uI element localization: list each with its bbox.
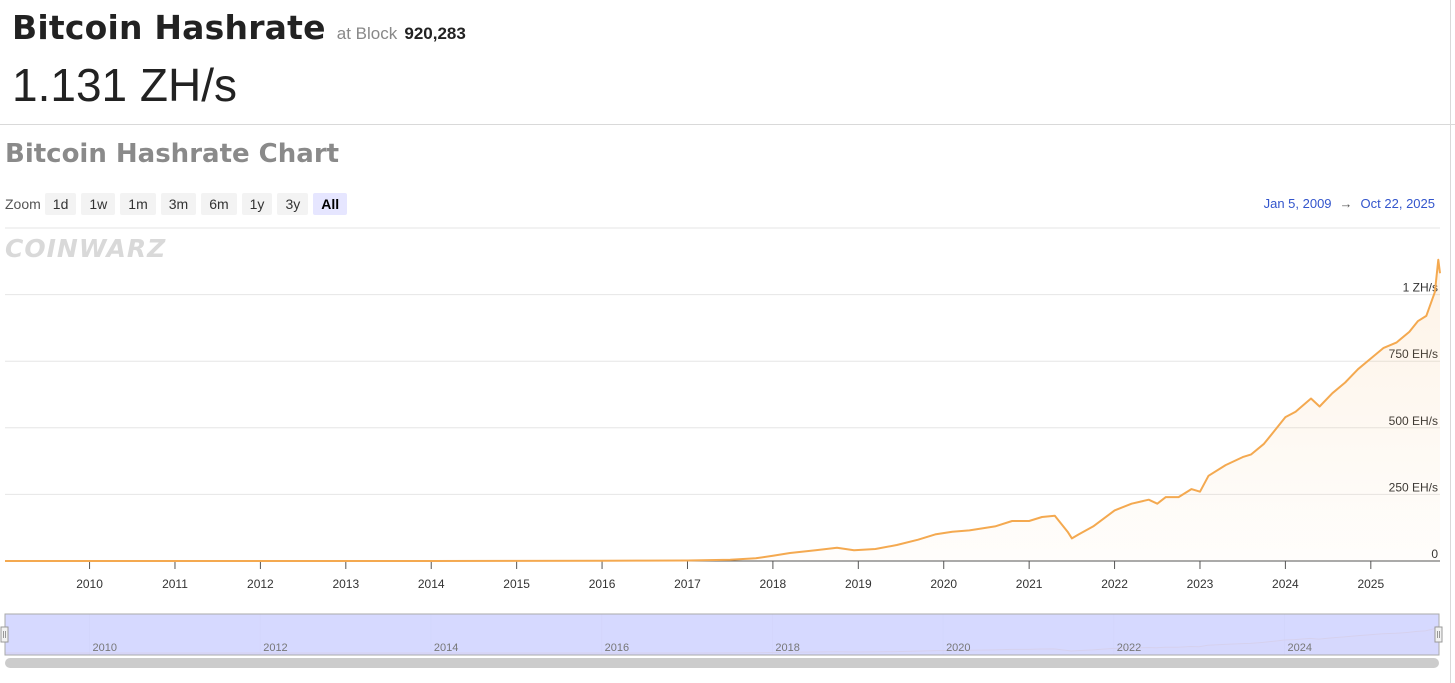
x-tick-label: 2024: [1272, 577, 1299, 591]
title-line: Bitcoin Hashrate at Block 920,283: [12, 8, 466, 47]
navigator-x-label: 2014: [434, 642, 458, 654]
navigator-x-labels: 2010 2012 2014 2016 2018 2020 2022 2024: [93, 642, 1312, 654]
navigator-x-label: 2010: [93, 642, 117, 654]
navigator-x-label: 2020: [946, 642, 970, 654]
navigator-x-label: 2024: [1288, 642, 1312, 654]
range-to-date[interactable]: Oct 22, 2025: [1360, 196, 1435, 211]
zoom-button-1m[interactable]: 1m: [120, 193, 156, 215]
page-header: Bitcoin Hashrate at Block 920,283 1.131 …: [0, 0, 1455, 125]
navigator-selection[interactable]: [4, 613, 1440, 656]
hashrate-line: [5, 258, 1441, 562]
block-label: at Block: [336, 24, 398, 43]
date-range: Jan 5, 2009 → Oct 22, 2025: [1264, 196, 1435, 211]
x-tick-label: 2013: [332, 577, 359, 591]
zoom-button-1d[interactable]: 1d: [44, 193, 77, 215]
navigator-x-label: 2022: [1117, 642, 1141, 654]
hashrate-area: [5, 259, 1440, 561]
zoom-button-1w[interactable]: 1w: [81, 193, 116, 215]
current-hashrate-value: 1.131 ZH/s: [12, 59, 237, 111]
zoom-button-1y[interactable]: 1y: [241, 193, 273, 215]
x-axis: 2010 2011 2012 2013 2014 2015 2016 2017 2018 2019…: [76, 561, 1384, 591]
panel-right-border: [1450, 0, 1451, 683]
range-arrow: →: [1339, 196, 1353, 211]
x-tick-label: 2010: [76, 577, 103, 591]
zoom-bar: Zoom 1d 1w 1m 3m 6m 1y 3y All: [5, 193, 352, 215]
x-tick-label: 2016: [589, 577, 616, 591]
x-tick-label: 2022: [1101, 577, 1128, 591]
navigator-x-label: 2012: [263, 642, 287, 654]
watermark-logo: COINWARZ: [5, 234, 166, 263]
navigator-handle-left[interactable]: [0, 626, 9, 643]
range-from-date[interactable]: Jan 5, 2009: [1263, 196, 1332, 211]
page-title: Bitcoin Hashrate: [12, 8, 326, 47]
horizontal-scrollbar[interactable]: [5, 658, 1439, 668]
zoom-button-3y[interactable]: 3y: [277, 193, 309, 215]
x-tick-label: 2025: [1357, 577, 1384, 591]
x-tick-label: 2011: [162, 577, 188, 591]
x-tick-label: 2018: [760, 577, 787, 591]
navigator-x-label: 2018: [775, 642, 799, 654]
x-tick-label: 2017: [674, 577, 701, 591]
x-tick-label: 2015: [503, 577, 530, 591]
x-tick-label: 2014: [418, 577, 445, 591]
navigator-x-label: 2016: [605, 642, 629, 654]
x-tick-label: 2012: [247, 577, 274, 591]
zoom-button-6m[interactable]: 6m: [201, 193, 237, 215]
y-tick-label: 1 ZH/s: [1403, 281, 1438, 295]
x-tick-label: 2021: [1016, 577, 1043, 591]
x-tick-label: 2020: [930, 577, 957, 591]
x-tick-label: 2023: [1187, 577, 1214, 591]
zoom-button-all[interactable]: All: [313, 193, 348, 215]
navigator-handle-right[interactable]: [1434, 626, 1443, 643]
x-tick-label: 2019: [845, 577, 872, 591]
block-number: 920,283: [404, 24, 466, 43]
navigator[interactable]: 2010 2012 2014 2016 2018 2020 2022 2024: [0, 613, 1443, 656]
chart-title: Bitcoin Hashrate Chart: [5, 139, 340, 169]
zoom-label: Zoom: [5, 196, 41, 212]
zoom-button-3m[interactable]: 3m: [160, 193, 197, 215]
